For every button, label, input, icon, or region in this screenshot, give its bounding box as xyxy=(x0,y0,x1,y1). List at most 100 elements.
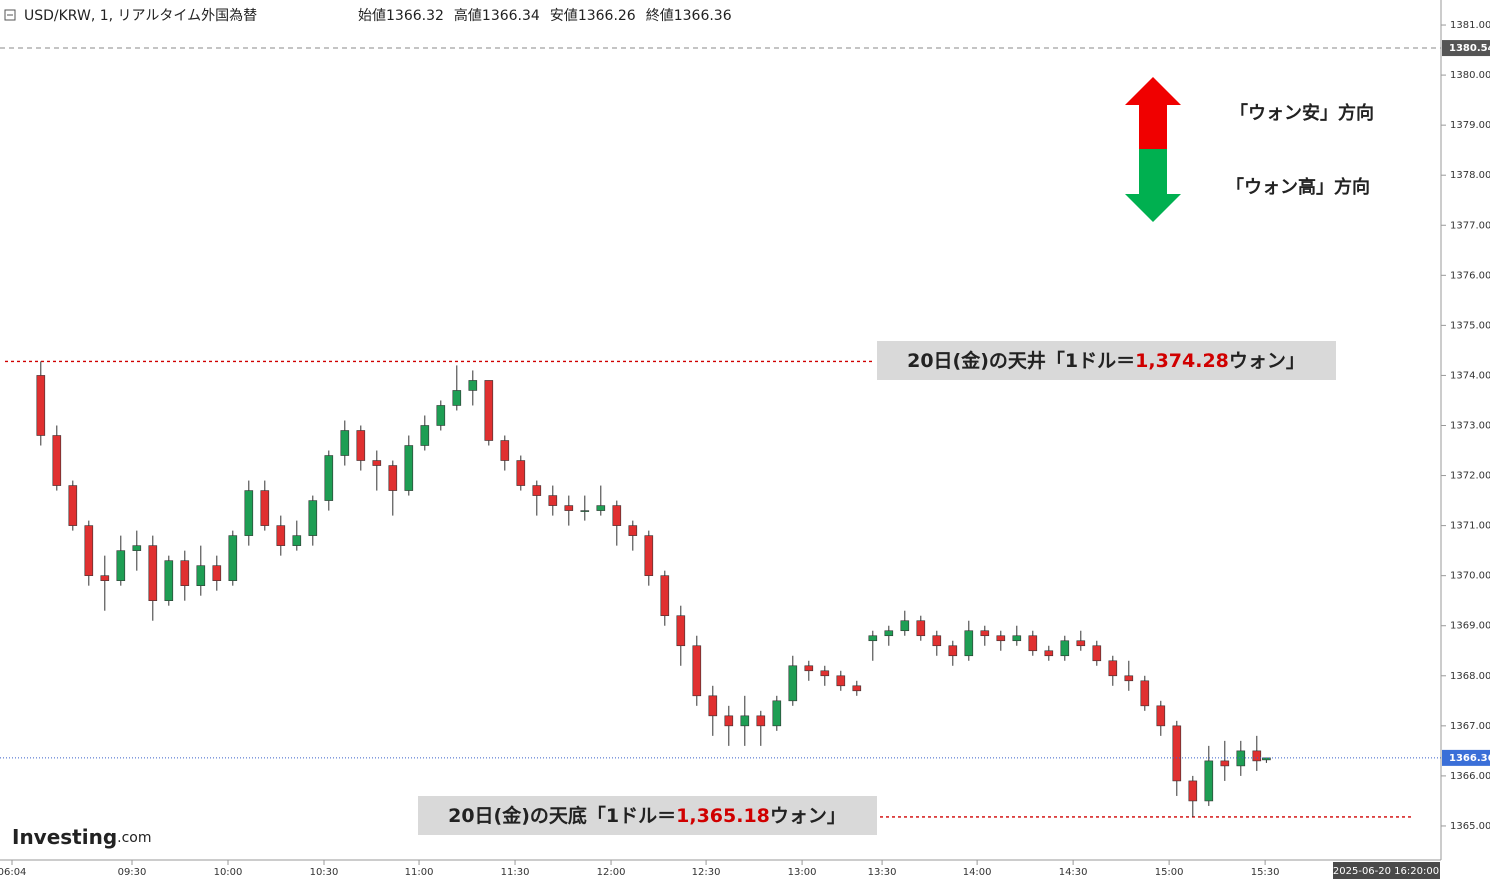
cursor-time-box xyxy=(1333,862,1440,879)
candle-body xyxy=(1172,725,1182,782)
y-tick-label: 1378.00 xyxy=(1450,170,1490,181)
down-arrow xyxy=(1125,149,1181,222)
symbol: USD/KRW, 1, リアルタイム外国為替 xyxy=(24,8,257,24)
stat-value: 1366.32 xyxy=(386,8,444,24)
candle-body xyxy=(932,635,942,647)
stat-label: 安値 xyxy=(550,8,578,24)
candle-body xyxy=(36,375,46,436)
candle-body xyxy=(84,525,94,576)
candle-body xyxy=(852,685,862,692)
stat-label: 高値 xyxy=(454,7,482,24)
collapse-icon[interactable] xyxy=(4,9,16,21)
candle-body xyxy=(420,425,430,446)
x-tick-label: 14:30 xyxy=(1059,867,1088,878)
candle-body xyxy=(692,645,702,697)
candle-body xyxy=(1236,750,1246,767)
candle-body xyxy=(980,630,990,637)
candle-body xyxy=(196,565,206,586)
legend-down: 「ウォン高」方向 xyxy=(1226,176,1370,198)
candle-body xyxy=(740,715,750,727)
candle-body xyxy=(388,465,398,491)
candle-body xyxy=(468,380,478,391)
x-tick-label: 10:00 xyxy=(214,867,243,878)
candle-body xyxy=(132,545,142,551)
candle-body xyxy=(948,645,958,657)
y-tick-label: 1379.00 xyxy=(1450,120,1490,131)
floor-prefix: 20日(金)の天底「1ドル＝ xyxy=(448,804,676,827)
x-tick-label: 12:00 xyxy=(597,867,626,878)
candle-body xyxy=(836,675,846,687)
x-tick-label: 12:30 xyxy=(692,867,721,878)
candle-body xyxy=(292,535,302,546)
cursor-time: 2025-06-20 16:20:00 xyxy=(1333,866,1439,877)
candle-body xyxy=(516,460,526,486)
candle-body xyxy=(580,510,590,512)
y-tick-label: 1376.00 xyxy=(1450,270,1490,281)
candle-body xyxy=(1140,680,1150,707)
stat-label: 始値 xyxy=(358,8,386,24)
x-tick-label: 06:04 xyxy=(0,867,26,878)
y-tick-label: 1374.00 xyxy=(1450,370,1490,381)
candle-body xyxy=(964,630,974,657)
candle-body xyxy=(484,380,494,441)
candle-body xyxy=(356,430,366,461)
up-arrow xyxy=(1125,77,1181,149)
stat-value: 1366.34 xyxy=(482,8,540,24)
candle-body xyxy=(276,525,286,546)
y-tick-label: 1381.00 xyxy=(1450,20,1490,31)
candle-body xyxy=(868,635,878,642)
candle-body xyxy=(1076,640,1086,647)
candle-body xyxy=(1220,760,1230,767)
candle-body xyxy=(52,435,62,486)
candle-body xyxy=(68,485,78,526)
candle-body xyxy=(1012,635,1022,642)
x-tick-label: 13:00 xyxy=(788,867,817,878)
floor-box xyxy=(418,796,877,835)
candle-body xyxy=(1124,675,1134,682)
ceiling-box xyxy=(877,341,1336,380)
y-tick-label: 1380.00 xyxy=(1450,70,1490,81)
candle-body xyxy=(660,575,670,617)
y-tick-label: 1365.00 xyxy=(1450,821,1490,832)
x-tick-label: 11:30 xyxy=(501,867,530,878)
y-tick-label: 1371.00 xyxy=(1450,521,1490,532)
stats: 始値1366.32 高値1366.34 安値1366.26 終値1366.36 xyxy=(358,7,732,24)
stat-label: 終値 xyxy=(646,8,674,24)
y-tick-label: 1368.00 xyxy=(1450,671,1490,682)
candle-body xyxy=(148,545,158,601)
floor-suffix: ウォン」 xyxy=(770,805,846,827)
candle-body xyxy=(996,635,1006,642)
y-tick-label: 1377.00 xyxy=(1450,220,1490,231)
candle-body xyxy=(404,445,414,491)
candle-body xyxy=(500,440,510,461)
x-tick-label: 15:30 xyxy=(1251,867,1280,878)
candle-body xyxy=(100,575,110,581)
candle-body xyxy=(244,490,254,536)
candle-body xyxy=(708,695,718,717)
y-tick-label: 1369.00 xyxy=(1450,621,1490,632)
candle-body xyxy=(820,670,830,677)
candle-body xyxy=(1156,705,1166,727)
candle-body xyxy=(308,500,318,536)
x-tick-label: 15:00 xyxy=(1155,867,1184,878)
y-tick-label: 1367.00 xyxy=(1450,721,1490,732)
candle-body xyxy=(1092,645,1102,662)
candle-body xyxy=(212,565,222,581)
candle-body xyxy=(452,390,462,406)
candle-body xyxy=(916,620,926,637)
reference-label: 1380.54 xyxy=(1449,43,1490,54)
logo-suffix: .com xyxy=(117,830,151,846)
candle-body xyxy=(676,615,686,647)
candle-body xyxy=(340,430,350,456)
candle-body xyxy=(644,535,654,576)
candle-body xyxy=(1252,750,1262,762)
candle-body xyxy=(756,715,766,727)
candle-body xyxy=(564,505,574,511)
candle-body xyxy=(164,560,174,601)
candle-body xyxy=(548,495,558,506)
candle-body xyxy=(1204,760,1214,802)
floor-value: 1,365.18 xyxy=(676,805,770,827)
candle-body xyxy=(372,460,382,466)
candle-body xyxy=(628,525,638,536)
